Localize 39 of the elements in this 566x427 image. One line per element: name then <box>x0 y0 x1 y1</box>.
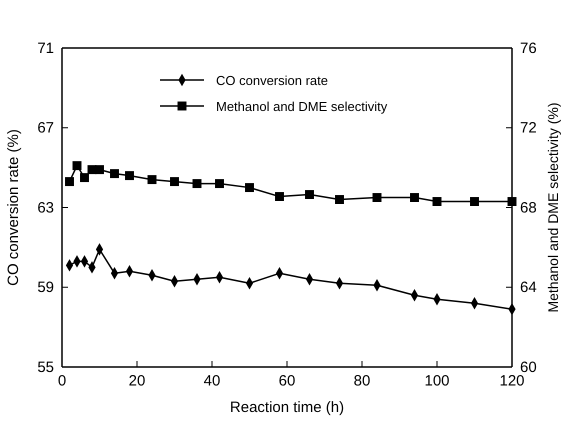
x-tick-label: 40 <box>204 372 220 390</box>
point <box>432 197 442 206</box>
x-tick-label: 100 <box>424 372 450 390</box>
point <box>305 190 314 200</box>
point <box>508 197 516 206</box>
point <box>245 183 254 192</box>
point <box>410 193 419 202</box>
y2-tick-label: 76 <box>520 40 537 57</box>
point <box>372 193 382 202</box>
y-tick-label: 63 <box>37 199 54 216</box>
x-tick-label: 20 <box>128 372 146 390</box>
y2-axis-title: Methanol and DME selectivity (%) <box>545 102 561 313</box>
point <box>125 171 134 180</box>
point <box>470 197 479 206</box>
y-tick-label: 71 <box>37 40 54 57</box>
point <box>335 195 344 204</box>
point <box>215 179 224 188</box>
point <box>110 169 119 178</box>
x-tick-label: 80 <box>354 372 370 390</box>
legend-label: CO conversion rate <box>216 73 328 88</box>
y-tick-label: 55 <box>37 358 54 376</box>
point <box>72 161 82 170</box>
point <box>80 173 89 182</box>
point <box>95 165 104 174</box>
y2-tick-label: 72 <box>520 120 537 137</box>
x-tick-label: 60 <box>278 372 296 390</box>
point <box>65 177 74 186</box>
x-axis-title: Reaction time (h) <box>230 399 344 416</box>
x-tick-label: 0 <box>58 372 66 390</box>
y-axis-title: CO conversion rate (%) <box>5 129 22 286</box>
point <box>148 175 156 184</box>
y-tick-label: 67 <box>37 120 54 137</box>
point <box>275 192 284 202</box>
point <box>170 177 179 186</box>
y2-tick-label: 64 <box>520 279 537 296</box>
point <box>192 179 202 188</box>
y-tick-label: 59 <box>37 279 54 296</box>
legend-label: Methanol and DME selectivity <box>216 99 388 114</box>
y2-tick-label: 68 <box>520 199 537 216</box>
